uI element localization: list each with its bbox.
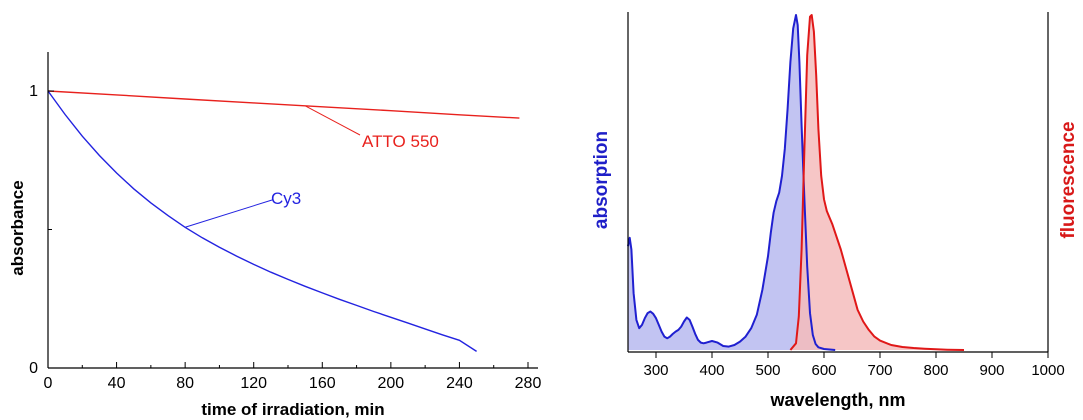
x-tick-label: 700: [867, 362, 892, 379]
spectra-plot-area: [627, 14, 965, 351]
cy3-annotation-leader: [184, 199, 273, 228]
x-tick-label: 120: [240, 375, 267, 392]
x-tick-label: 200: [378, 375, 405, 392]
series-absorption-line: [627, 14, 836, 351]
x-tick-label: 240: [446, 375, 473, 392]
y-ticks: 01: [29, 83, 54, 377]
series-absorption-fill: [628, 15, 836, 350]
absorption-axis-title: absorption: [591, 131, 612, 229]
x-ticks: 300 400 500 600 700 800 900 1000: [643, 352, 1065, 379]
photostability-chart: 0 40 80 120 160 200 240 280 01 time of irradiat…: [8, 52, 541, 419]
y-tick-label: 0: [29, 360, 38, 377]
x-tick-label: 600: [811, 362, 836, 379]
x-tick-label: 0: [44, 375, 53, 392]
x-tick-label: 500: [755, 362, 780, 379]
atto550-annotation: ATTO 550: [362, 132, 439, 151]
x-tick-label: 300: [643, 362, 668, 379]
x-axis-title: wavelength, nm: [769, 390, 905, 410]
x-tick-label: 80: [176, 375, 194, 392]
x-tick-label: 1000: [1031, 362, 1064, 379]
x-tick-label: 40: [108, 375, 126, 392]
x-tick-label: 900: [979, 362, 1004, 379]
cy3-annotation: Cy3: [271, 189, 301, 208]
fluorescence-axis-title: fluorescence: [1058, 121, 1079, 238]
x-ticks: 0 40 80 120 160 200 240 280: [44, 362, 542, 392]
atto550-annotation-leader: [304, 105, 361, 136]
y-tick-label: 1: [29, 83, 38, 100]
series-cy3-line: [47, 90, 477, 352]
series-fluorescence-fill: [790, 15, 964, 350]
x-tick-label: 400: [699, 362, 724, 379]
x-tick-label: 280: [515, 375, 542, 392]
series-atto550-line: [47, 90, 520, 119]
x-tick-label: 800: [923, 362, 948, 379]
spectra-chart: 300 400 500 600 700 800 900 1000 wavelength, nm…: [591, 12, 1079, 410]
photostability-plot-area: [47, 90, 520, 352]
x-tick-label: 160: [309, 375, 336, 392]
x-axis-title: time of irradiation, min: [201, 400, 384, 419]
series-fluorescence-line: [789, 14, 965, 351]
y-axis-title: absorbance: [8, 180, 27, 275]
